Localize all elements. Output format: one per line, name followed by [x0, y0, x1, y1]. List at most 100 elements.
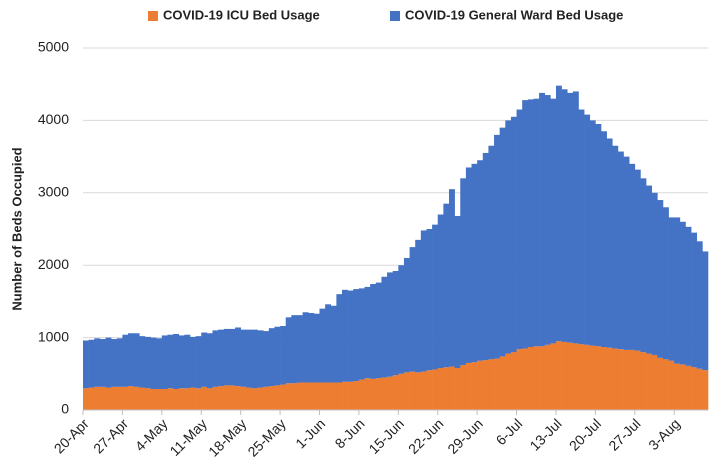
bar-segment — [572, 343, 579, 410]
bar-segment — [370, 284, 377, 379]
bar-segment — [392, 375, 399, 410]
bar-segment — [454, 368, 461, 410]
bar-segment — [662, 207, 669, 360]
bar-segment — [499, 127, 506, 357]
x-tick-label: 8-Jun — [332, 415, 368, 451]
bar-segment — [544, 344, 551, 410]
bar-segment — [325, 382, 332, 410]
x-tick-label: 3-Aug — [645, 415, 683, 453]
bar-segment — [454, 215, 461, 369]
bar-segment — [646, 185, 652, 354]
bar-segment — [105, 387, 112, 410]
bar-segment — [437, 368, 444, 410]
bar-segment — [589, 345, 596, 410]
bar-segment — [696, 241, 703, 369]
bar-segment — [679, 364, 686, 410]
bar-segment — [229, 385, 236, 410]
bar-segment — [387, 376, 393, 410]
bar-segment — [510, 116, 517, 353]
legend-swatch — [148, 11, 158, 21]
bar-segment — [674, 363, 681, 410]
bar-segment — [342, 381, 348, 410]
bar-segment — [691, 367, 698, 410]
bar-segment — [516, 109, 523, 350]
bar-segment — [510, 352, 517, 410]
bar-segment — [578, 109, 585, 345]
bar-segment — [302, 312, 309, 383]
bar-segment — [488, 359, 495, 410]
bar-segment — [285, 383, 292, 410]
bar-segment — [99, 339, 106, 387]
bar-segment — [527, 99, 534, 348]
bar-segment — [223, 328, 230, 386]
bar-segment — [133, 333, 140, 387]
bar-segment — [263, 386, 270, 410]
bar-segment — [313, 313, 320, 383]
bar-segment — [347, 381, 354, 410]
bar-segment — [640, 178, 647, 353]
bar-segment — [544, 95, 551, 345]
bar-segment — [336, 294, 343, 383]
bar-segment — [251, 388, 258, 410]
bar-segment — [387, 272, 393, 377]
bar-segment — [685, 365, 692, 410]
bar-segment — [173, 389, 180, 410]
bar-segment — [139, 336, 146, 388]
x-tick-label: 22-Jun — [405, 415, 447, 457]
bar-segment — [555, 341, 562, 410]
bar-segment — [662, 359, 669, 410]
bar-segment — [347, 290, 354, 382]
bar-segment — [201, 332, 208, 387]
bar-segment — [651, 354, 658, 410]
bar-segment — [437, 214, 444, 369]
bar-segment — [477, 360, 484, 410]
bar-segment — [330, 305, 337, 383]
bar-segment — [381, 377, 388, 410]
bar-segment — [308, 312, 315, 383]
bar-segment — [99, 386, 106, 410]
bar-segment — [161, 389, 168, 410]
bar-segment — [494, 134, 500, 359]
bar-segment — [184, 388, 191, 410]
y-axis-label: Number of Beds Occupied — [9, 147, 24, 310]
bar-segment — [612, 145, 619, 349]
bar-segment — [223, 385, 230, 410]
bar-segment — [268, 328, 275, 387]
bar-segment — [313, 382, 320, 410]
bar-segment — [257, 330, 264, 388]
bar-segment — [448, 366, 455, 410]
y-tick-label: 5000 — [38, 39, 69, 55]
y-tick-label: 2000 — [38, 256, 69, 272]
bar-segment — [189, 336, 196, 388]
bar-segment — [477, 160, 484, 361]
bar-segment — [105, 337, 112, 388]
bar-segment — [319, 382, 326, 410]
bar-segment — [375, 378, 382, 410]
bar-segment — [150, 389, 157, 410]
bar-segment — [448, 189, 455, 367]
bar-segment — [555, 85, 562, 342]
bar-segment — [488, 145, 495, 360]
bar-segment — [646, 353, 652, 410]
bar-segment — [403, 372, 410, 410]
x-tick-label: 29-Jun — [444, 415, 486, 457]
bar-segment — [567, 92, 574, 343]
bar-segment — [291, 383, 298, 410]
bar-segment — [128, 386, 134, 410]
bar-segment — [606, 347, 613, 410]
bar-segment — [296, 315, 303, 383]
x-tick-label: 20-Jul — [566, 415, 604, 453]
bar-segment — [370, 378, 377, 410]
bar-segment — [156, 338, 163, 390]
bar-segment — [229, 328, 236, 386]
bar-segment — [578, 344, 585, 410]
bar-segment — [274, 326, 281, 386]
bar-segment — [218, 386, 225, 410]
bar-segment — [342, 289, 348, 382]
legend-label: COVID-19 General Ward Bed Usage — [405, 7, 623, 22]
bar-segment — [409, 371, 416, 410]
bar-segment — [364, 378, 371, 410]
bar-segment — [657, 357, 664, 410]
bar-segment — [460, 178, 467, 366]
bar-segment — [128, 333, 134, 387]
